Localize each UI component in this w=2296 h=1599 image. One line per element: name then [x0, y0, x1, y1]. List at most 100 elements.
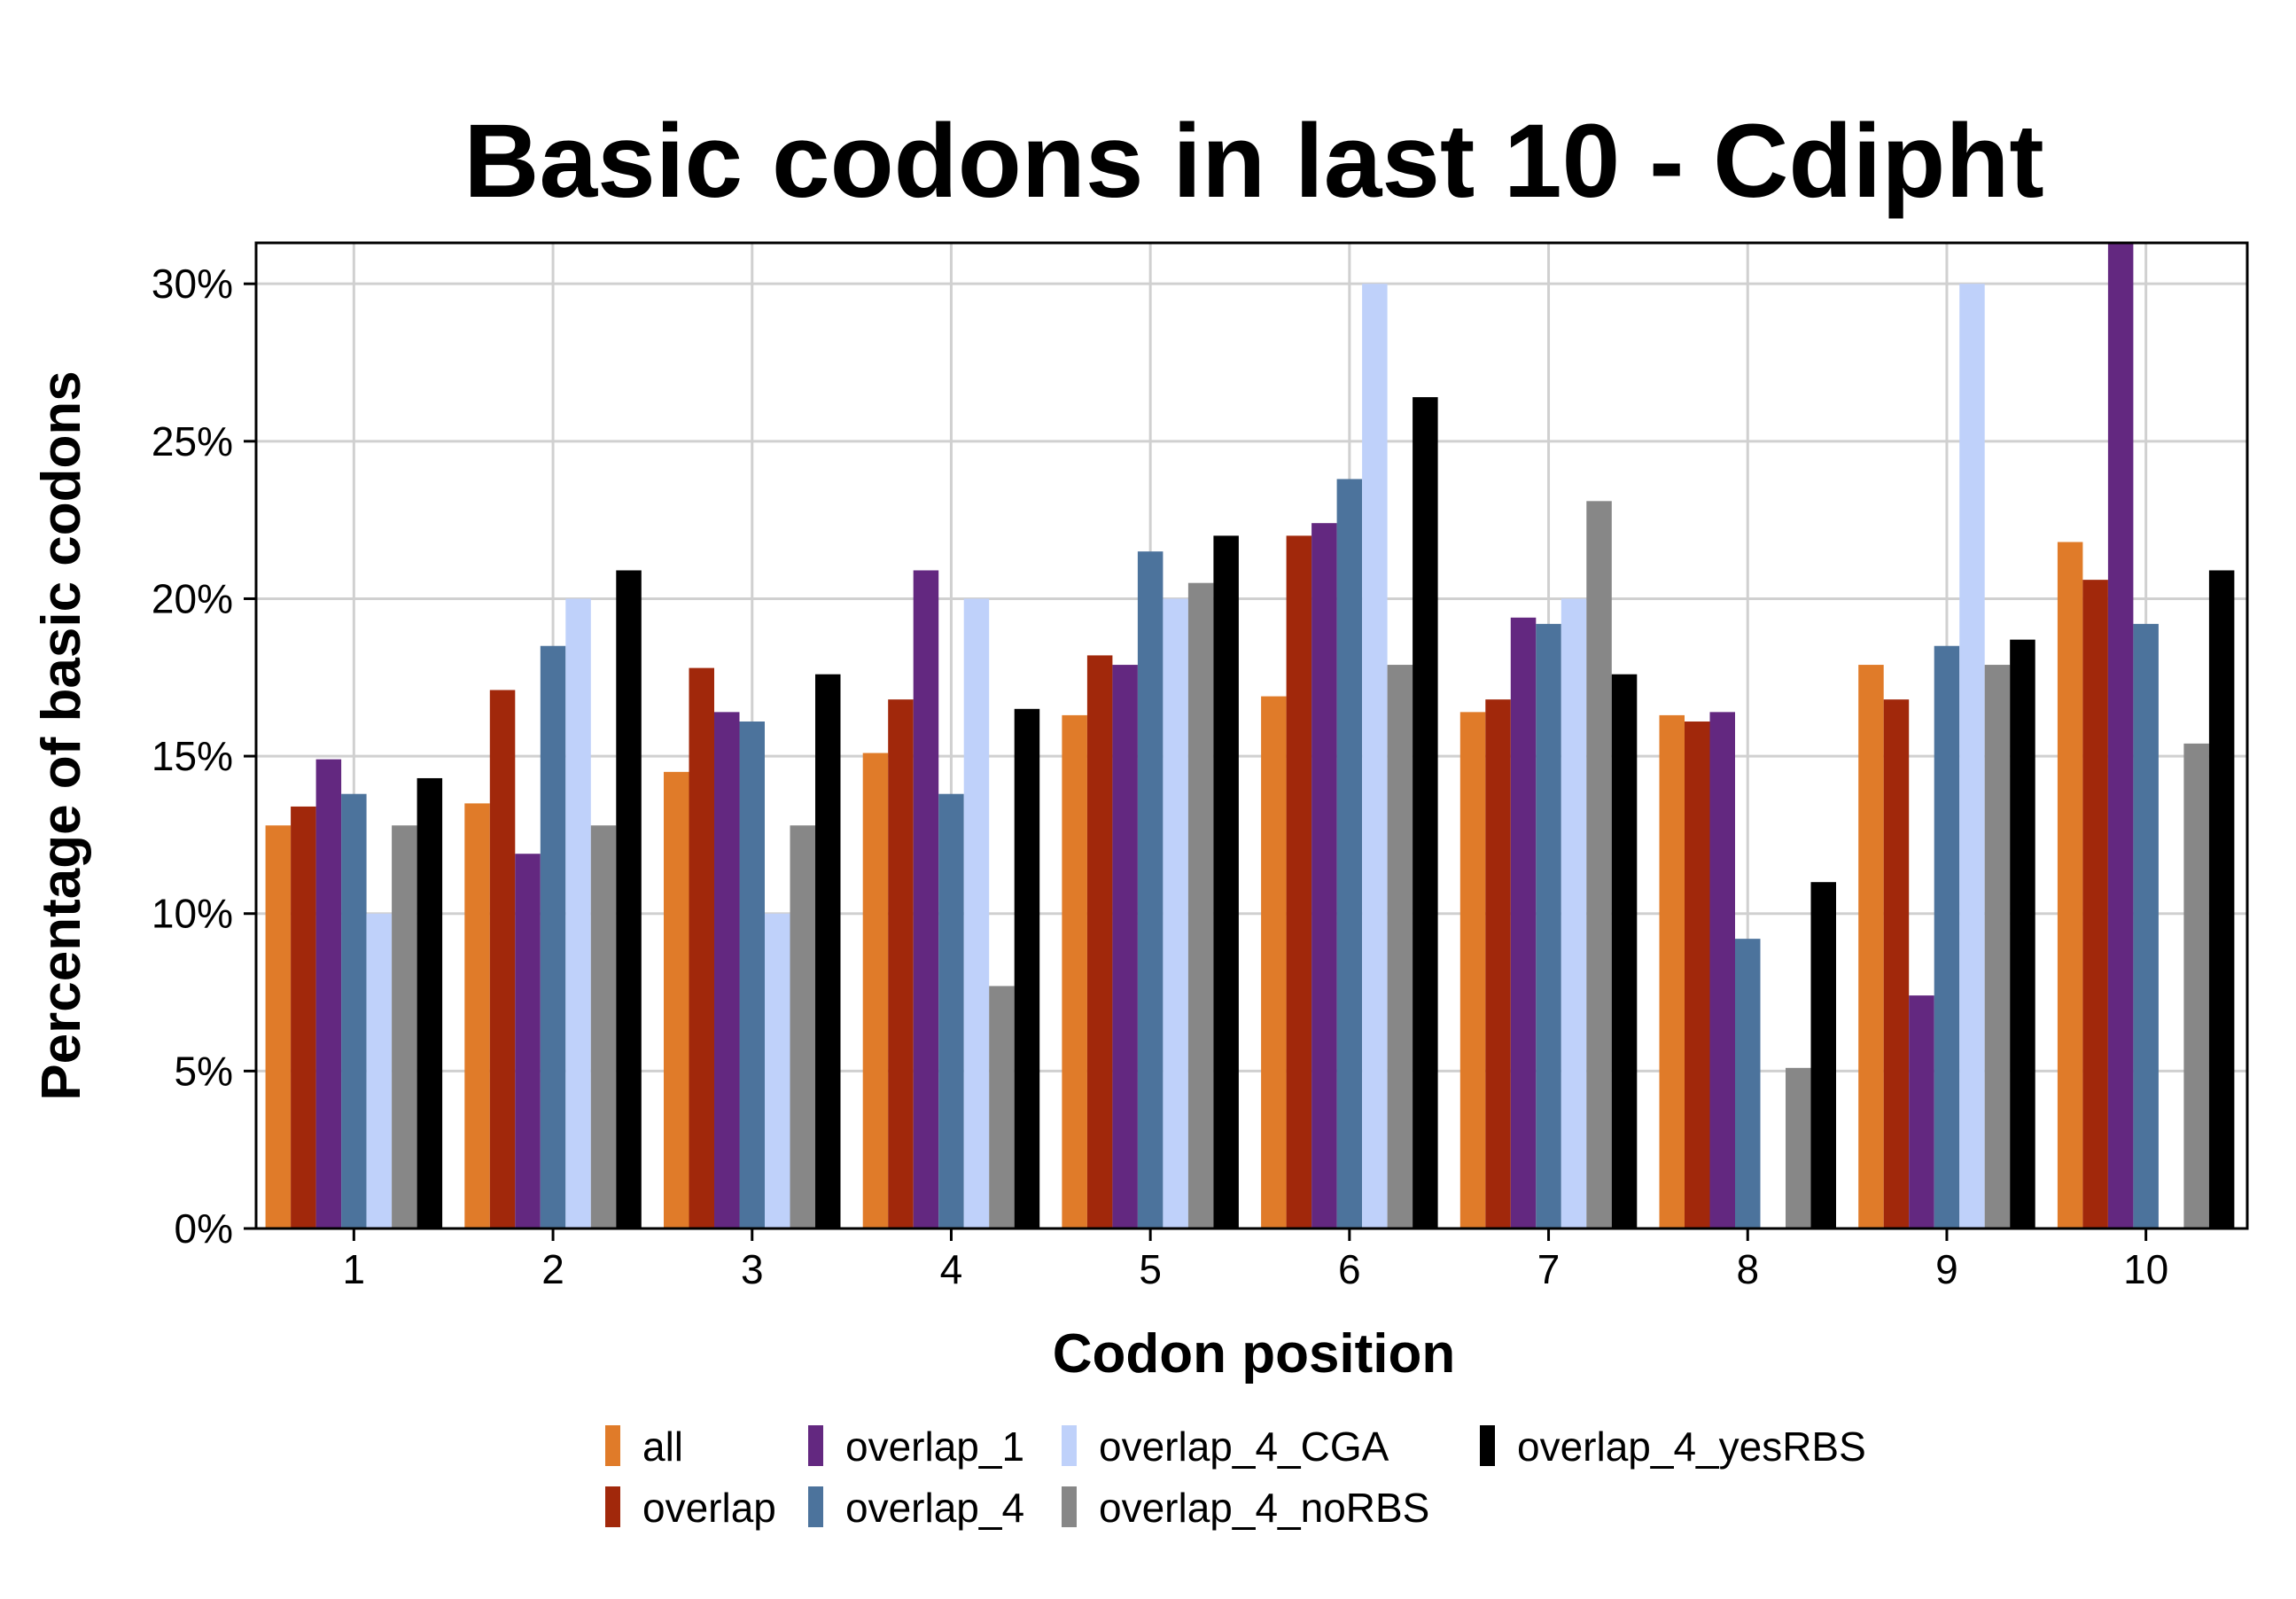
- bar-overlap: [1086, 655, 1113, 1228]
- bar-all: [464, 803, 490, 1228]
- legend-swatch-overlap_4_noRBS: [1062, 1486, 1077, 1527]
- legend-label-overlap_1: overlap_1: [845, 1424, 1024, 1470]
- bar-overlap_4_CGA: [1362, 284, 1388, 1228]
- bar-all: [1459, 712, 1486, 1228]
- legend-swatch-overlap_4: [808, 1486, 823, 1527]
- bar-overlap_4_yesRBS: [616, 570, 642, 1228]
- bar-overlap_4_yesRBS: [1213, 535, 1239, 1228]
- bar-overlap_4_noRBS: [590, 825, 617, 1228]
- bar-overlap_4_yesRBS: [1014, 708, 1040, 1228]
- bar-all: [1261, 696, 1287, 1228]
- bar-all: [862, 753, 889, 1228]
- bar-overlap_4_noRBS: [1387, 665, 1413, 1228]
- bar-overlap_4: [540, 645, 566, 1228]
- bar-overlap_4: [341, 793, 367, 1228]
- y-axis: 0% 5% 10% 15% 20% 25% 30%: [152, 261, 256, 1252]
- bar-overlap_1: [1709, 712, 1735, 1228]
- bar-overlap_4_noRBS: [790, 825, 815, 1228]
- bar-overlap_4_yesRBS: [2010, 639, 2035, 1228]
- y-tick-label: 15%: [152, 733, 233, 779]
- legend-label-overlap_4: overlap_4: [845, 1485, 1024, 1531]
- bar-overlap: [888, 699, 914, 1228]
- bar-overlap_4_noRBS: [1187, 582, 1214, 1228]
- bar-overlap_1: [515, 854, 541, 1228]
- y-axis-title: Percentage of basic codons: [31, 370, 92, 1100]
- bar-overlap: [1286, 535, 1312, 1228]
- plot-frame: [254, 241, 2249, 1230]
- bar-overlap_4_noRBS: [392, 825, 417, 1228]
- bar-overlap_4: [2133, 623, 2159, 1228]
- bar-overlap: [489, 690, 516, 1228]
- legend-label-overlap_4_noRBS: overlap_4_noRBS: [1099, 1485, 1429, 1531]
- y-tick-label: 10%: [152, 891, 233, 937]
- bar-overlap_4_noRBS: [1984, 665, 2011, 1228]
- bar-overlap_4: [1735, 939, 1761, 1228]
- bar-overlap_1: [714, 712, 740, 1228]
- bar-overlap_1: [1510, 617, 1537, 1228]
- bar-overlap_4: [1137, 551, 1164, 1228]
- bar-overlap_4_yesRBS: [1810, 882, 1836, 1228]
- x-tick-label: 10: [2123, 1246, 2168, 1292]
- y-tick-label: 30%: [152, 261, 233, 307]
- bars: [265, 243, 2235, 1228]
- bar-overlap_1: [1112, 665, 1138, 1228]
- bar-overlap_4_CGA: [1959, 284, 1985, 1228]
- y-tick-label: 25%: [152, 418, 233, 464]
- bar-overlap_4_noRBS: [1586, 501, 1612, 1228]
- legend-swatch-overlap: [605, 1486, 620, 1527]
- bar-overlap_4: [739, 722, 765, 1228]
- bar-overlap_4_CGA: [765, 913, 790, 1228]
- bar-overlap_4: [938, 793, 964, 1228]
- bar-overlap: [1685, 722, 1710, 1228]
- bar-overlap_4_yesRBS: [1413, 397, 1438, 1228]
- x-axis-title: Codon position: [1053, 1323, 1456, 1384]
- bar-overlap_4_CGA: [1561, 598, 1587, 1228]
- bar-overlap_4_CGA: [1163, 598, 1188, 1228]
- bar-overlap: [689, 667, 714, 1228]
- bar-all: [1062, 714, 1087, 1228]
- bar-overlap_1: [1311, 523, 1337, 1228]
- x-tick-label: 4: [940, 1246, 963, 1292]
- x-tick-label: 6: [1338, 1246, 1361, 1292]
- x-tick-label: 8: [1736, 1246, 1759, 1292]
- legend-label-overlap_4_CGA: overlap_4_CGA: [1099, 1424, 1389, 1470]
- y-tick-label: 20%: [152, 575, 233, 621]
- y-tick-label: 5%: [175, 1048, 233, 1094]
- bar-overlap_1: [315, 759, 342, 1228]
- x-tick-label: 1: [343, 1246, 366, 1292]
- x-tick-label: 7: [1537, 1246, 1561, 1292]
- bar-overlap_4: [1934, 645, 1960, 1228]
- x-tick-label: 3: [741, 1246, 764, 1292]
- bar-overlap_4_CGA: [565, 598, 591, 1228]
- bar-overlap_4_yesRBS: [1611, 674, 1638, 1228]
- bar-all: [265, 825, 292, 1228]
- bar-all: [2057, 542, 2083, 1228]
- bar-overlap: [1883, 699, 1910, 1228]
- x-tick-label: 5: [1139, 1246, 1162, 1292]
- x-tick-label: 9: [1935, 1246, 1958, 1292]
- bar-overlap_1: [913, 570, 939, 1228]
- bar-overlap_4: [1336, 479, 1363, 1228]
- bar-overlap: [291, 806, 316, 1228]
- bar-overlap_1: [1909, 995, 1934, 1228]
- legend-label-overlap: overlap: [642, 1485, 776, 1531]
- bar-overlap_4_noRBS: [989, 986, 1015, 1228]
- bar-overlap_4: [1536, 623, 1561, 1228]
- x-tick-label: 2: [541, 1246, 564, 1292]
- bar-overlap_4_yesRBS: [416, 777, 443, 1228]
- bar-overlap_4_yesRBS: [815, 674, 841, 1228]
- y-tick-label: 0%: [175, 1205, 233, 1252]
- bar-overlap_4_CGA: [963, 598, 990, 1228]
- bar-overlap_4_noRBS: [2183, 743, 2209, 1228]
- bar-overlap_4_yesRBS: [2208, 570, 2235, 1228]
- legend-swatch-overlap_4_CGA: [1062, 1425, 1077, 1466]
- legend: all overlap overlap_1 overlap_4 overlap_4_CG…: [605, 1424, 1866, 1531]
- bar-all: [1659, 714, 1685, 1228]
- chart-title: Basic codons in last 10 - Cdipht: [463, 103, 2043, 220]
- legend-label-all: all: [642, 1424, 683, 1470]
- bar-overlap: [2082, 580, 2108, 1228]
- legend-label-overlap_4_yesRBS: overlap_4_yesRBS: [1517, 1424, 1866, 1470]
- legend-swatch-all: [605, 1425, 620, 1466]
- bar-overlap_4_noRBS: [1786, 1067, 1811, 1228]
